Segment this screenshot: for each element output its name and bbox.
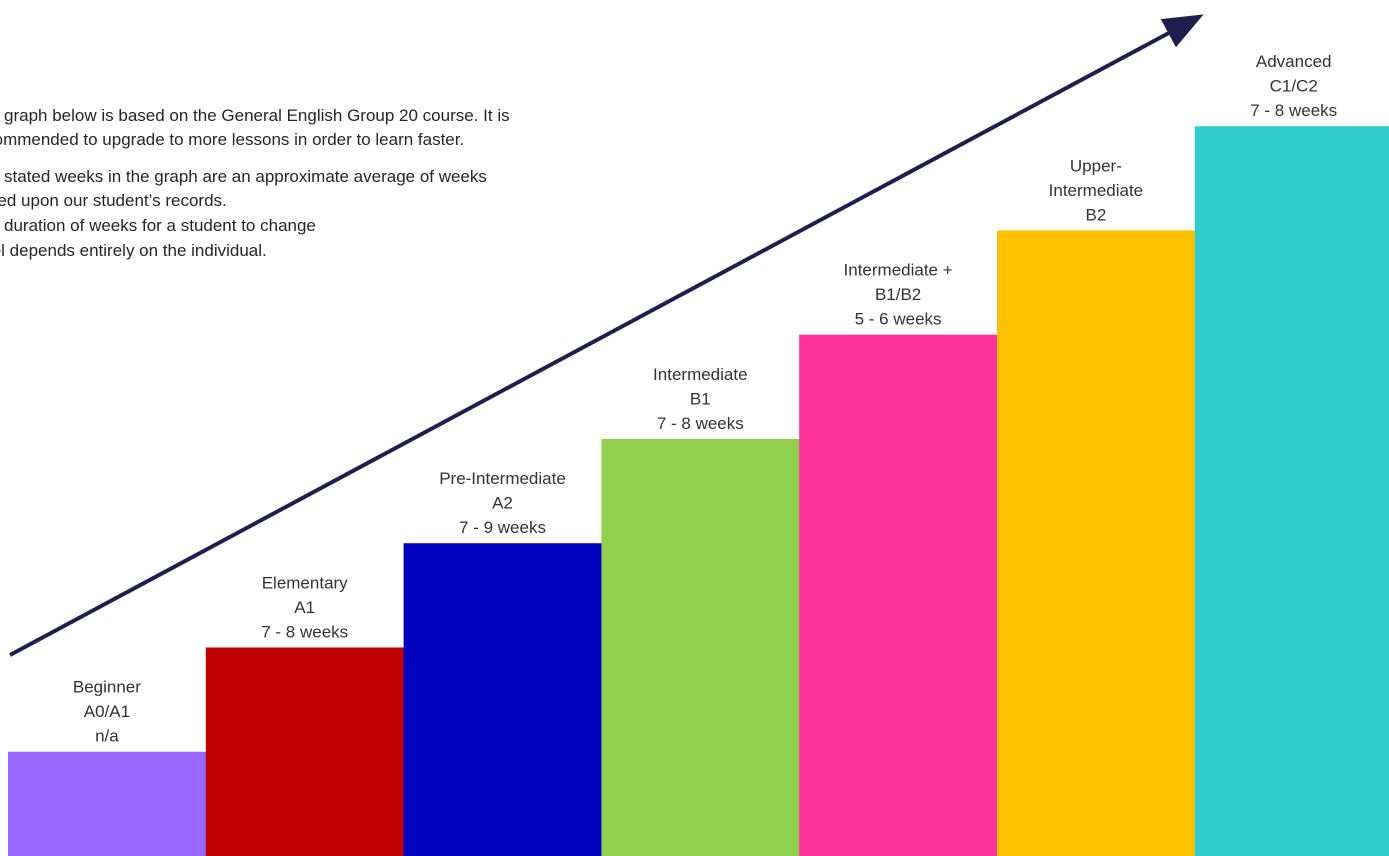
bar-1-label-line-2: A0/A1 <box>84 702 130 721</box>
bar-1-label-line-1: Beginner <box>73 678 141 697</box>
bar-5 <box>799 334 998 856</box>
bar-7-label-line-3: 7 - 8 weeks <box>1250 101 1337 120</box>
bar-6-label-line-1: Upper- <box>1070 156 1122 175</box>
bar-6-label-line-2: Intermediate <box>1049 181 1144 200</box>
bar-3 <box>403 543 602 856</box>
bar-2-label-line-1: Elementary <box>262 573 348 592</box>
bar-7-label-line-1: Advanced <box>1256 52 1332 71</box>
bar-2 <box>205 647 405 856</box>
bar-7-label-line-2: C1/C2 <box>1270 77 1318 96</box>
bar-4-label-line-1: Intermediate <box>653 365 748 384</box>
bar-6 <box>997 230 1196 856</box>
bar-2-label-line-3: 7 - 8 weeks <box>261 622 348 641</box>
bar-1-label-line-3: n/a <box>95 727 119 746</box>
notes-panel: The graph below is based on the General … <box>0 0 760 330</box>
bar-5-label-line-3: 5 - 6 weeks <box>855 310 942 329</box>
progress-arrow <box>9 14 1204 657</box>
bar-6-label-line-3: B2 <box>1086 205 1107 224</box>
bar-2-label-line-2: A1 <box>294 598 315 617</box>
note-line-1: The graph below is based on the General … <box>0 106 510 125</box>
bar-4-label-line-2: B1 <box>690 389 711 408</box>
note-line-2: recommended to upgrade to more lessons i… <box>0 130 465 149</box>
bar-3-label-line-2: A2 <box>492 494 513 513</box>
bar-7 <box>1194 126 1389 856</box>
note-line-3: The stated weeks in the graph are an app… <box>0 167 487 186</box>
bar-4 <box>601 438 800 856</box>
bar-3-label-line-3: 7 - 9 weeks <box>459 518 546 537</box>
bar-5-label-line-2: B1/B2 <box>875 285 921 304</box>
note-line-4: based upon our student’s records. <box>0 191 227 210</box>
note-line-5: The duration of weeks for a student to c… <box>0 216 316 235</box>
bar-3-label-line-1: Pre-Intermediate <box>439 469 566 488</box>
note-line-6: level depends entirely on the individual… <box>0 241 267 260</box>
bar-4-label-line-3: 7 - 8 weeks <box>657 414 744 433</box>
bar-1 <box>8 751 207 856</box>
bar-5-label-line-1: Intermediate + <box>844 261 953 280</box>
